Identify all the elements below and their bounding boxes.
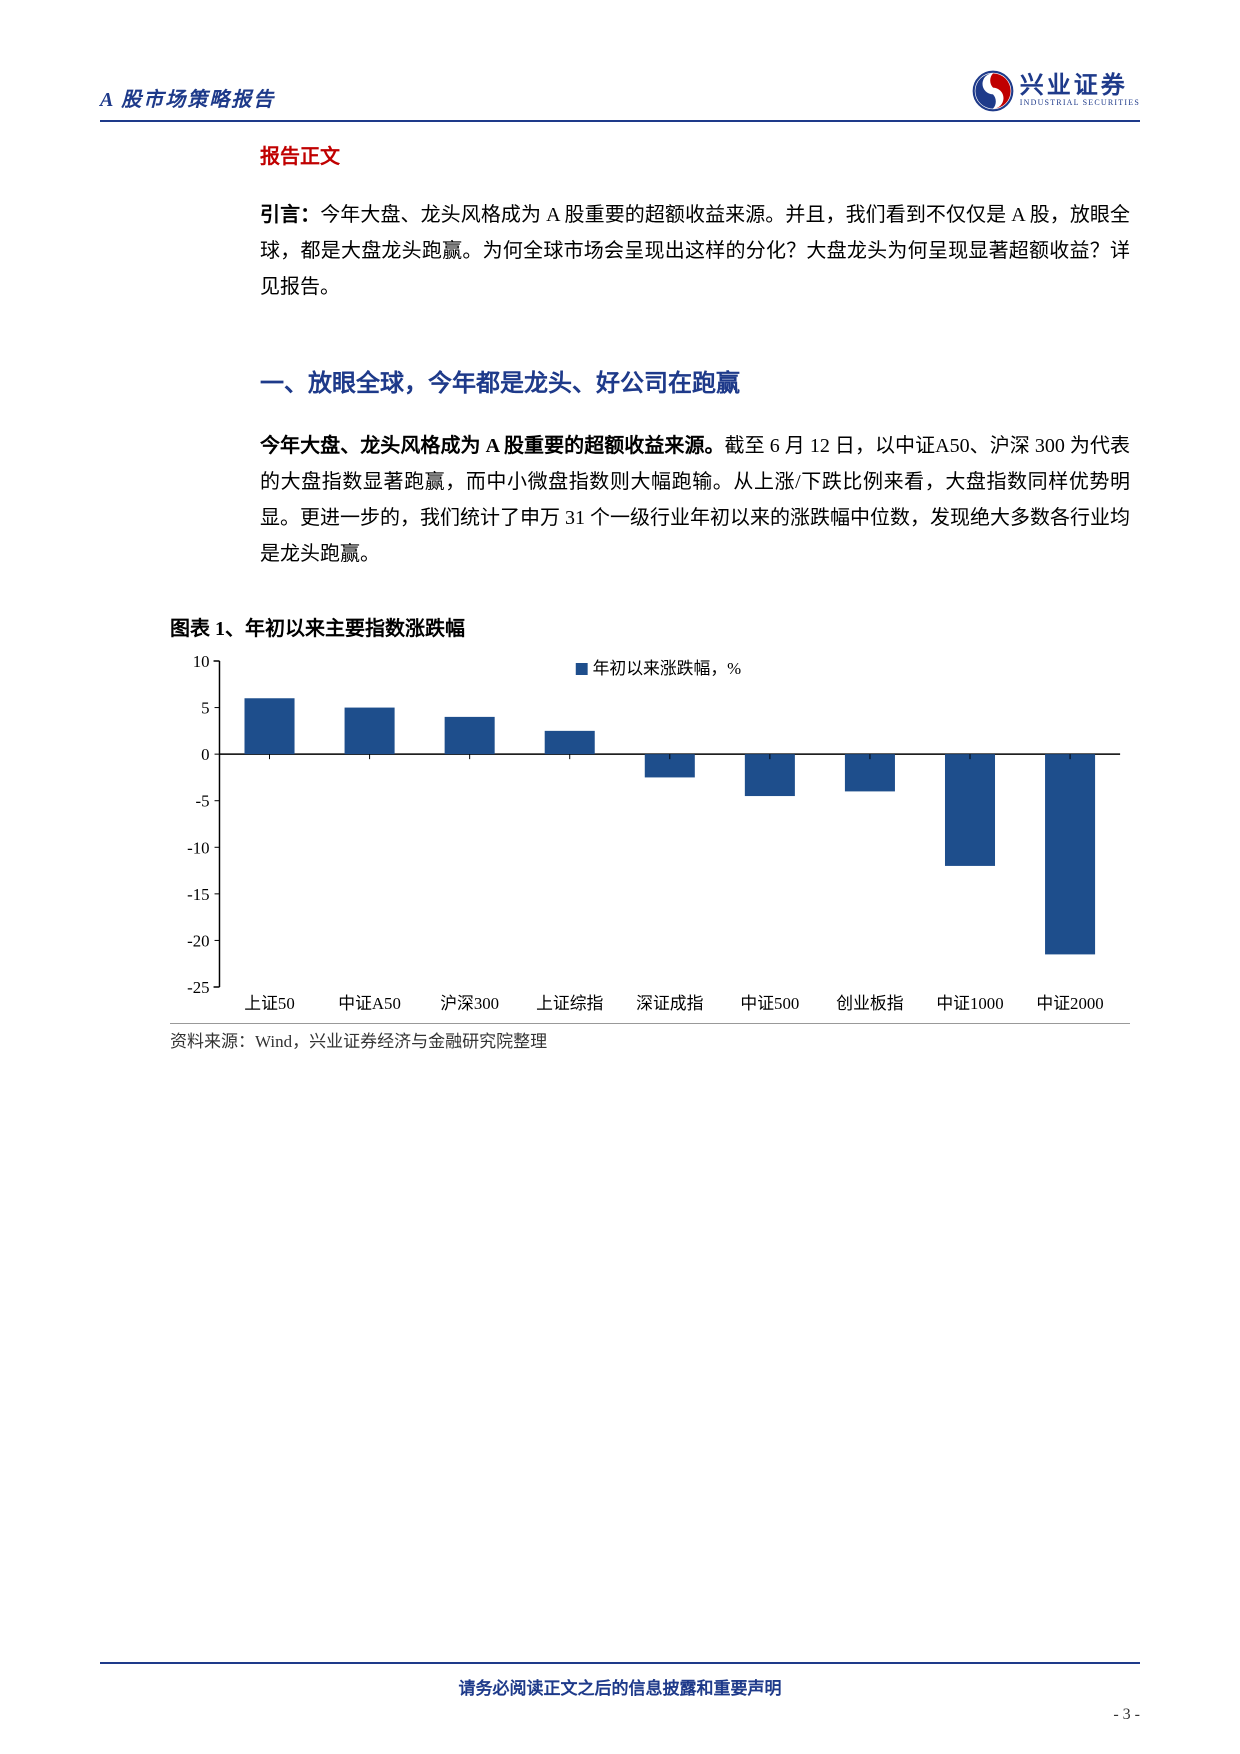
company-logo: 兴业证券 INDUSTRIAL SECURITIES [972,70,1140,112]
subsection-title: 一、放眼全球，今年都是龙头、好公司在跑赢 [260,363,1130,398]
body-paragraph: 今年大盘、龙头风格成为 A 股重要的超额收益来源。截至 6 月 12 日，以中证… [260,428,1130,572]
logo-cn: 兴业证券 [1020,74,1140,98]
bar-chart: -25 -20 -15 -10 -5 0 5 10 上证50 中证A50 沪深300 上证综指 深证成指… [170,649,1130,1019]
logo-en: INDUSTRIAL SECURITIES [1020,98,1140,108]
svg-text:-10: -10 [187,838,209,857]
chart-title: 图表 1、年初以来主要指数涨跌幅 [170,612,1130,641]
page-number: - 3 - [1113,1706,1140,1724]
section-header: 报告正文 [260,140,1130,169]
intro-paragraph: 引言：今年大盘、龙头风格成为 A 股重要的超额收益来源。并且，我们看到不仅仅是 … [260,197,1130,305]
svg-text:中证500: 中证500 [740,994,799,1013]
svg-text:5: 5 [201,698,209,717]
chart-section: 图表 1、年初以来主要指数涨跌幅 -25 -20 -15 -10 -5 0 5 10 上证50 中… [170,612,1130,1052]
svg-text:深证成指: 深证成指 [636,994,703,1013]
svg-text:中证2000: 中证2000 [1036,994,1103,1013]
svg-text:创业板指: 创业板指 [836,994,903,1013]
chart-source: 资料来源：Wind，兴业证券经济与金融研究院整理 [170,1023,1130,1052]
logo-icon [972,70,1014,112]
svg-text:0: 0 [201,745,209,764]
svg-text:中证A50: 中证A50 [338,994,401,1013]
svg-text:上证50: 上证50 [244,994,294,1013]
intro-label: 引言： [260,204,320,226]
header-title: A 股市场策略报告 [100,83,275,112]
page-container: A 股市场策略报告 兴业证券 INDUSTRIAL SECURITIES 报告正… [0,0,1240,1754]
page-footer: 请务必阅读正文之后的信息披露和重要声明 [100,1662,1140,1699]
svg-text:沪深300: 沪深300 [440,994,499,1013]
svg-text:-15: -15 [187,885,209,904]
svg-text:-20: -20 [187,931,209,950]
svg-text:-25: -25 [187,978,209,997]
page-header: A 股市场策略报告 兴业证券 INDUSTRIAL SECURITIES [100,70,1140,122]
svg-text:10: 10 [193,652,210,671]
body-bold: 今年大盘、龙头风格成为 A 股重要的超额收益来源。 [260,435,725,457]
intro-body: 今年大盘、龙头风格成为 A 股重要的超额收益来源。并且，我们看到不仅仅是 A 股… [260,204,1130,298]
content-area: 报告正文 引言：今年大盘、龙头风格成为 A 股重要的超额收益来源。并且，我们看到… [260,140,1130,572]
logo-text: 兴业证券 INDUSTRIAL SECURITIES [1020,74,1140,108]
svg-text:中证1000: 中证1000 [936,994,1003,1013]
svg-text:年初以来涨跌幅，%: 年初以来涨跌幅，% [593,659,742,678]
chart-container: -25 -20 -15 -10 -5 0 5 10 上证50 中证A50 沪深300 上证综指 深证成指… [170,649,1130,1019]
svg-text:-5: -5 [196,792,210,811]
svg-text:上证综指: 上证综指 [536,994,603,1013]
footer-text: 请务必阅读正文之后的信息披露和重要声明 [459,1679,782,1698]
